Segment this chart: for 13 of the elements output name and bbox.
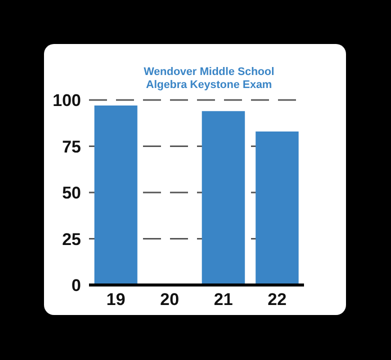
x-tick-label: 22 xyxy=(268,290,287,310)
bar xyxy=(256,131,299,285)
y-tick-label: 100 xyxy=(52,91,81,110)
bar xyxy=(94,106,138,285)
bar xyxy=(202,111,245,285)
y-tick-label: 25 xyxy=(62,230,81,249)
chart-title: Wendover Middle School Algebra Keystone Exam xyxy=(142,66,276,92)
y-tick-label: 0 xyxy=(72,276,81,296)
x-tick-label: 20 xyxy=(160,290,180,310)
y-tick-label: 50 xyxy=(62,184,81,203)
x-tick-label: 19 xyxy=(106,290,126,310)
y-tick-label: 75 xyxy=(62,137,81,156)
x-tick-label: 21 xyxy=(214,290,233,310)
